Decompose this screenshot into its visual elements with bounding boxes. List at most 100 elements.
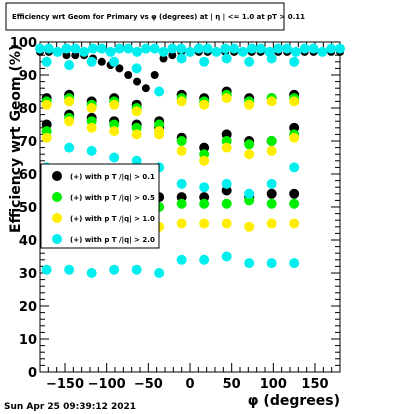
chart-title: Efficiency wrt Geom for Primary vs φ (de… <box>12 13 305 22</box>
series-3-point <box>86 122 97 133</box>
series-4-point <box>176 178 187 189</box>
series-4-point <box>199 182 210 193</box>
series-4-point <box>266 53 277 64</box>
series-2-point <box>176 198 187 209</box>
top-band-cyan-point <box>70 43 81 54</box>
series-4-point <box>221 53 232 64</box>
top-band-black-point <box>124 71 133 79</box>
series-4-point <box>289 258 300 269</box>
series-3-point <box>266 96 277 107</box>
series-3-point <box>289 96 300 107</box>
series-3-point <box>154 129 165 140</box>
series-3-point <box>244 99 255 110</box>
series-1-point <box>266 188 277 199</box>
top-band-cyan-point <box>211 46 222 57</box>
x-axis-title: φ (degrees) <box>248 393 340 409</box>
series-3-point <box>221 218 232 229</box>
series-2-point <box>221 198 232 209</box>
y-axis-title: Efficiency wrt Geom (%) <box>8 45 24 233</box>
series-4-point <box>131 155 142 166</box>
series-4-point <box>64 264 75 275</box>
x-axis-ticks: −150 −100 −50 0 50 100 150 <box>39 42 341 392</box>
y-tick-label: 50 <box>19 201 37 216</box>
series-1-point <box>289 188 300 199</box>
series-3-point <box>131 129 142 140</box>
top-band-cyan-point <box>229 43 240 54</box>
top-band-cyan-point <box>105 46 116 57</box>
top-band-cyan-point <box>52 46 63 57</box>
top-band-cyan-point <box>96 43 107 54</box>
legend-label-4: (+) with p T /|q| > 2.0 <box>70 236 155 245</box>
series-4-point <box>109 264 120 275</box>
top-band-black-point <box>150 71 159 79</box>
series-4-point <box>41 264 52 275</box>
series-3-point <box>109 99 120 110</box>
top-band-cyan-point <box>158 46 169 57</box>
top-band-cyan-point <box>43 43 54 54</box>
x-tick-label: 100 <box>260 377 287 392</box>
series-2-point <box>176 136 187 146</box>
chart-title-box <box>5 2 285 31</box>
top-band-cyan-point <box>167 43 178 54</box>
y-tick-label: 70 <box>19 135 37 150</box>
top-band-cyan-point <box>282 43 293 54</box>
series-2-point <box>244 139 255 150</box>
top-band-cyan-point <box>79 46 90 57</box>
legend-label-2: (+) with p T /|q| > 0.5 <box>70 194 155 203</box>
top-band-cyan-point <box>149 43 160 54</box>
top-band-cyan-point <box>326 43 337 54</box>
series-4-point <box>109 152 120 163</box>
x-tick-label: 150 <box>301 377 328 392</box>
y-tick-label: 80 <box>19 102 37 117</box>
y-tick-label: 10 <box>19 333 37 348</box>
top-band-cyan-point <box>132 46 143 57</box>
top-band-cyan-point <box>335 43 345 54</box>
legend-box <box>40 163 160 249</box>
series-3-point <box>176 96 187 107</box>
series-3-point <box>266 218 277 229</box>
top-band-cyan-point <box>176 43 187 54</box>
series-4-point <box>266 178 277 189</box>
top-band-black-point <box>159 54 168 63</box>
y-tick-label: 0 <box>28 366 37 381</box>
series-3-point <box>176 218 187 229</box>
y-tick-label: 30 <box>19 267 37 282</box>
top-band-cyan-point <box>246 43 257 54</box>
top-band-cyan-point <box>290 46 301 57</box>
top-band-cyan-point <box>220 43 231 54</box>
series-3-point <box>289 132 300 143</box>
series-4-point <box>244 258 255 269</box>
top-band-cyan-point <box>140 43 151 54</box>
top-band-black-point <box>133 77 142 86</box>
series-4-point <box>199 254 210 265</box>
series-3-point <box>41 99 52 110</box>
series-4-point <box>86 56 97 67</box>
series-3-point <box>109 126 120 137</box>
top-band-markers <box>35 43 345 93</box>
series-4-point <box>199 56 210 67</box>
series-4-point <box>176 254 187 265</box>
top-band-cyan-point <box>255 43 266 54</box>
y-tick-label: 40 <box>19 234 37 249</box>
top-band-black-point <box>97 57 106 66</box>
x-tick-label: −50 <box>134 377 163 392</box>
x-tick-label: 50 <box>223 377 241 392</box>
series-4-point <box>41 56 52 67</box>
series-3-point <box>41 132 52 143</box>
y-tick-label: 90 <box>19 69 37 84</box>
series-2-point <box>266 136 277 146</box>
top-band-cyan-point <box>61 43 72 54</box>
top-band-cyan-point <box>123 43 134 54</box>
series-3-point <box>64 96 75 107</box>
legend: (+) with p T /|q| > 0.1 (+) with p T /|q|… <box>40 163 160 249</box>
series-4-point <box>154 86 165 97</box>
series-3-point <box>244 149 255 160</box>
series-4-point <box>244 56 255 67</box>
series-3-point <box>221 93 232 104</box>
series-4-point <box>289 56 300 67</box>
series-4-point <box>64 60 75 71</box>
legend-marker-2 <box>52 192 62 202</box>
top-band-black-point <box>115 64 124 73</box>
series-2-point <box>199 198 210 209</box>
top-band-black-point <box>168 51 177 60</box>
